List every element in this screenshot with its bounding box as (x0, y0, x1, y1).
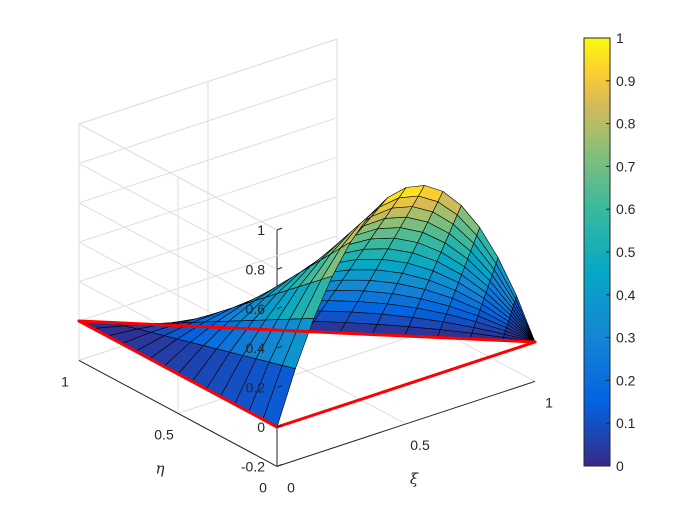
z-tick-mark (276, 345, 283, 349)
y-tick-label: 0 (259, 479, 267, 495)
colorbar-tick-label: 0.6 (616, 201, 636, 217)
x-axis-line (276, 380, 536, 467)
element-edge (77, 319, 537, 344)
x-tick-label: 0 (287, 479, 295, 495)
axis-ticks: -0.2 0 0.2 0.4 0.6 0.8 1 0 0.5 1 0 0.5 1 ξ η (61, 222, 553, 495)
z-tick-mark (276, 227, 283, 231)
colorbar-bar (583, 37, 611, 467)
z-tick-label: 0.6 (246, 301, 266, 317)
colorbar-tick-label: 1 (616, 30, 624, 46)
z-tick-label: 0.8 (246, 261, 266, 277)
colorbar-tick-label: 0 (616, 458, 624, 474)
surface-plot (78, 185, 536, 428)
colorbar-tick-label: 0.9 (616, 73, 636, 89)
y-axis-line (78, 359, 278, 467)
colorbar-tick-label: 0.5 (616, 244, 636, 260)
y-tick-label: 1 (61, 373, 69, 389)
z-tick-mark (276, 266, 283, 270)
x-tick-label: 1 (545, 394, 553, 410)
z-tick-mark (276, 463, 283, 467)
element-edge (275, 340, 537, 429)
surface-face (313, 310, 353, 323)
y-axis-label: η (156, 459, 165, 477)
z-tick-label: 1 (257, 222, 265, 238)
x-tick-label: 0.5 (410, 437, 430, 453)
colorbar-tick-label: 0.2 (616, 372, 636, 388)
colorbar-tick-label: 0.3 (616, 330, 636, 346)
z-tick-mark (276, 424, 283, 428)
colorbar-tick-label: 0.7 (616, 158, 636, 174)
x-axis-label: ξ (410, 470, 419, 488)
z-tick-mark (276, 306, 283, 310)
y-tick-label: 0.5 (154, 426, 174, 442)
element-edge (77, 319, 279, 429)
z-tick-label: 0.2 (246, 380, 266, 396)
element-edges (77, 319, 537, 429)
z-tick-label: 0.4 (246, 340, 266, 356)
colorbar-tick-label: 0.8 (616, 116, 636, 132)
z-tick-label: -0.2 (241, 458, 265, 474)
colorbar-tick-label: 0.4 (616, 287, 636, 303)
colorbar: 0 0.1 0.2 0.3 0.4 0.5 0.6 0.7 0.8 0.9 1 (583, 30, 636, 474)
z-tick-mark (276, 385, 283, 389)
z-tick-label: 0 (257, 419, 265, 435)
colorbar-tick-label: 0.1 (616, 415, 636, 431)
